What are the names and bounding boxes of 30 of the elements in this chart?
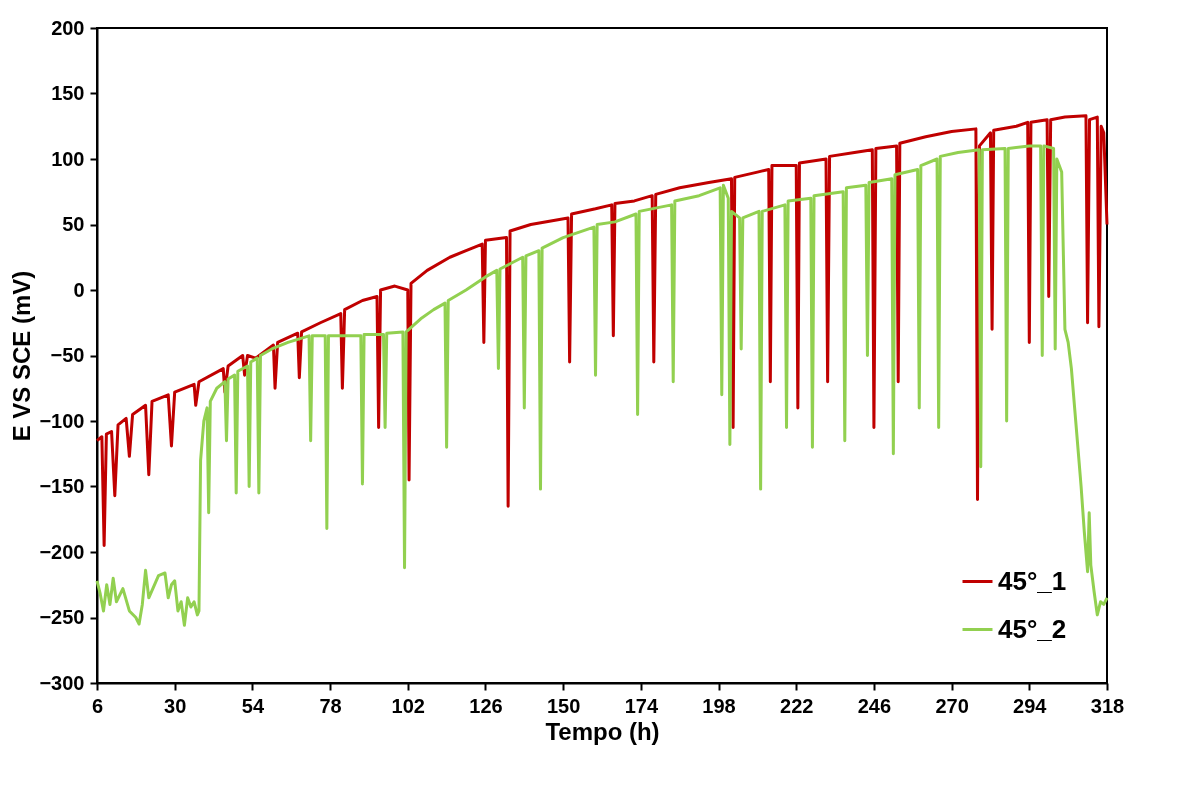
- x-tick-label: 198: [702, 694, 736, 717]
- x-tick-label: 150: [546, 694, 581, 717]
- line-series: [95, 114, 1109, 547]
- legend-label: 45°_2: [998, 613, 1067, 644]
- x-tick-label: 78: [319, 694, 342, 717]
- legend-label: 45°_1: [998, 565, 1067, 596]
- y-tick-label: −100: [39, 409, 85, 432]
- y-axis-title: E VS SCE (mV): [8, 270, 36, 442]
- y-tick-label: −300: [39, 671, 85, 694]
- x-tick-label: 6: [91, 694, 104, 717]
- x-tick-label: 318: [1090, 694, 1125, 717]
- y-tick-label: 0: [73, 278, 85, 301]
- x-tick-label: 294: [1013, 694, 1048, 717]
- y-tick-label: −250: [39, 606, 85, 628]
- x-tick-label: 270: [935, 694, 969, 717]
- x-tick-label: 174: [624, 694, 659, 717]
- x-tick-label: 30: [164, 694, 187, 717]
- y-tick-label: −50: [50, 344, 85, 366]
- x-tick-label: 54: [241, 694, 265, 717]
- x-tick-label: 126: [469, 694, 503, 717]
- y-tick-label: 50: [62, 213, 85, 235]
- x-tick-label: 222: [780, 694, 814, 717]
- y-tick-label: 150: [51, 82, 85, 104]
- x-tick-label: 246: [857, 694, 892, 717]
- x-axis-title: Tempo (h): [545, 717, 660, 745]
- y-tick-label: −200: [39, 540, 85, 563]
- x-tick-label: 102: [391, 694, 425, 717]
- y-tick-label: 200: [51, 16, 85, 39]
- y-tick-label: 100: [51, 147, 85, 170]
- y-tick-label: −150: [39, 475, 85, 497]
